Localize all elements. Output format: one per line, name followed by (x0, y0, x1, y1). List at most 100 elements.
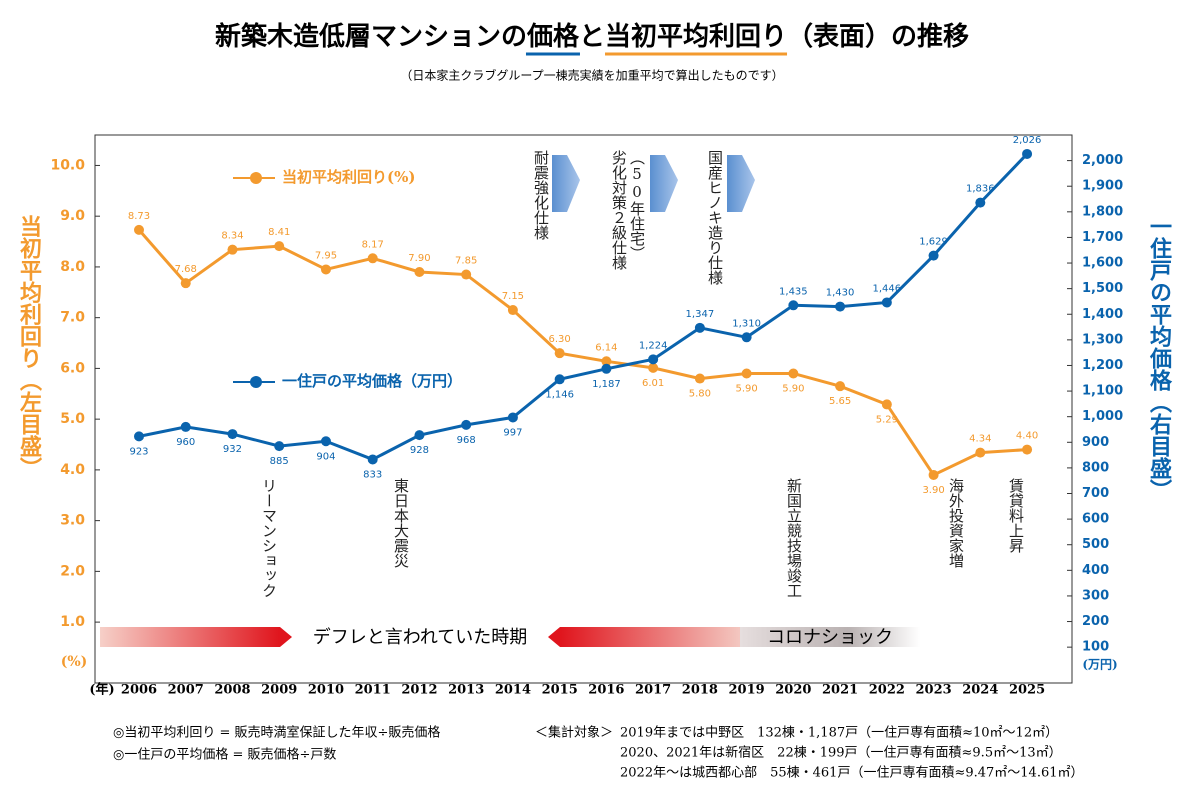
data-label: 6.01 (642, 378, 664, 389)
top-annotation: （50年住宅） (628, 150, 646, 261)
y-axis-label: 当初平均利回り（左目盛） (16, 215, 42, 479)
y2-tick-label: 1,500 (1082, 281, 1123, 296)
legend-label: 一住戸の平均価格（万円） (282, 372, 462, 390)
point (180, 421, 191, 432)
y-tick-label: 5.0 (60, 411, 85, 427)
y2-tick-label: 200 (1082, 614, 1109, 629)
x-tick-label: 2024 (962, 683, 998, 698)
x-tick-label: 2020 (775, 683, 811, 698)
scope-line: 2022年〜は城西都心部 55棟・461戸（一住戸専有面積≈9.47㎡〜14.6… (620, 766, 1084, 781)
top-annotation: 国産ヒノキ造り仕様 (706, 150, 724, 285)
point (367, 253, 378, 264)
data-label: 2,026 (1013, 135, 1042, 146)
x-tick-label: 2022 (869, 683, 905, 698)
data-label: 928 (410, 445, 429, 456)
point (1022, 444, 1033, 455)
point (928, 469, 939, 480)
data-label: 4.40 (1016, 431, 1038, 442)
y2-unit: (万円) (1082, 658, 1117, 672)
point (134, 224, 144, 235)
y2-tick-label: 1,000 (1082, 409, 1123, 424)
y2-tick-label: 900 (1082, 435, 1109, 450)
y-unit: (%) (61, 654, 88, 670)
arrow (552, 155, 580, 212)
point (554, 348, 565, 359)
x-tick-label: 2016 (588, 683, 624, 698)
data-label: 1,310 (732, 318, 761, 329)
y2-tick-label: 600 (1082, 512, 1109, 527)
x-tick-label: 2007 (168, 683, 204, 698)
y2-tick-label: 1,600 (1082, 256, 1123, 271)
data-label: 5.65 (829, 396, 851, 407)
data-label: 833 (363, 469, 382, 480)
x-tick-label: 2014 (495, 683, 531, 698)
data-label: 885 (270, 456, 289, 467)
period-band (740, 627, 920, 647)
y-tick-label: 4.0 (60, 462, 85, 478)
x-tick-label: 2017 (635, 683, 671, 698)
data-label: 5.80 (689, 389, 711, 400)
point (648, 354, 659, 365)
scope-line: 2019年までは中野区 132棟・1,187戸（一住戸専有面積≈10㎡〜12㎡） (620, 726, 1058, 741)
y2-tick-label: 1,100 (1082, 384, 1123, 399)
title-part: 価格 (526, 21, 580, 52)
x-tick-label: 2009 (261, 683, 297, 698)
bottom-annotation: 賃貸料上昇 (1007, 478, 1025, 553)
data-label: 4.34 (969, 434, 991, 445)
data-label: 6.14 (595, 342, 617, 353)
x-tick-label: 2011 (355, 683, 391, 698)
y-tick-label: 1.0 (60, 614, 85, 630)
point (694, 373, 705, 384)
point (648, 362, 659, 373)
top-annotation: 耐震強化仕様 (532, 150, 550, 240)
data-label: 923 (129, 446, 148, 457)
note: ◎当初平均利回り = 販売時満室保証した年収÷販売価格 (113, 725, 440, 741)
x-tick-label: 2019 (729, 683, 765, 698)
data-label: 997 (503, 427, 522, 438)
top-annotation: 劣化対策２級仕様 (610, 150, 628, 270)
data-label: 1,629 (919, 237, 948, 248)
data-label: 8.17 (362, 239, 384, 250)
period-label: デフレと言われていた時期 (313, 627, 528, 648)
point (975, 447, 986, 458)
point (320, 436, 331, 447)
x-tick-label: 2010 (308, 683, 344, 698)
point (928, 250, 939, 261)
note: ◎一住戸の平均価格 = 販売価格÷戸数 (113, 747, 336, 763)
data-label: 7.90 (408, 253, 430, 264)
point (180, 278, 191, 289)
point (461, 269, 472, 280)
title-part: 当初平均利回り (605, 22, 787, 52)
y2-tick-label: 1,800 (1082, 204, 1123, 219)
data-label: 8.34 (221, 231, 243, 242)
y-tick-label: 9.0 (60, 208, 85, 224)
data-label: 968 (457, 435, 476, 446)
chart-title: 新築木造低層マンションの価格と当初平均利回り（表面）の推移 (215, 21, 969, 52)
data-label: 8.73 (128, 211, 150, 222)
plot-frame (94, 134, 1073, 684)
point (134, 431, 144, 442)
x-tick-label: 2025 (1009, 683, 1045, 698)
point (835, 301, 846, 312)
y2-tick-label: 300 (1082, 588, 1109, 603)
point (1022, 148, 1033, 159)
y-tick-label: 6.0 (60, 360, 85, 376)
point (835, 381, 846, 392)
period-band (560, 627, 740, 647)
y2-tick-label: 2,000 (1082, 153, 1123, 168)
bottom-annotation: リーマンショック (260, 478, 278, 598)
point (274, 441, 285, 452)
series-line (138, 152, 1029, 462)
data-label: 3.90 (922, 485, 944, 496)
y-tick-label: 10.0 (50, 157, 85, 173)
data-label: 1,446 (873, 283, 902, 294)
y2-tick-label: 400 (1082, 563, 1109, 578)
scope-label: ＜集計対象＞ (535, 725, 613, 741)
period-arrow (280, 627, 292, 647)
point (461, 419, 472, 430)
data-label: 5.90 (735, 383, 757, 394)
x-tick-label: 2018 (682, 683, 718, 698)
y-tick-label: 8.0 (60, 259, 85, 275)
bottom-annotation: 東日本大震災 (392, 478, 410, 568)
